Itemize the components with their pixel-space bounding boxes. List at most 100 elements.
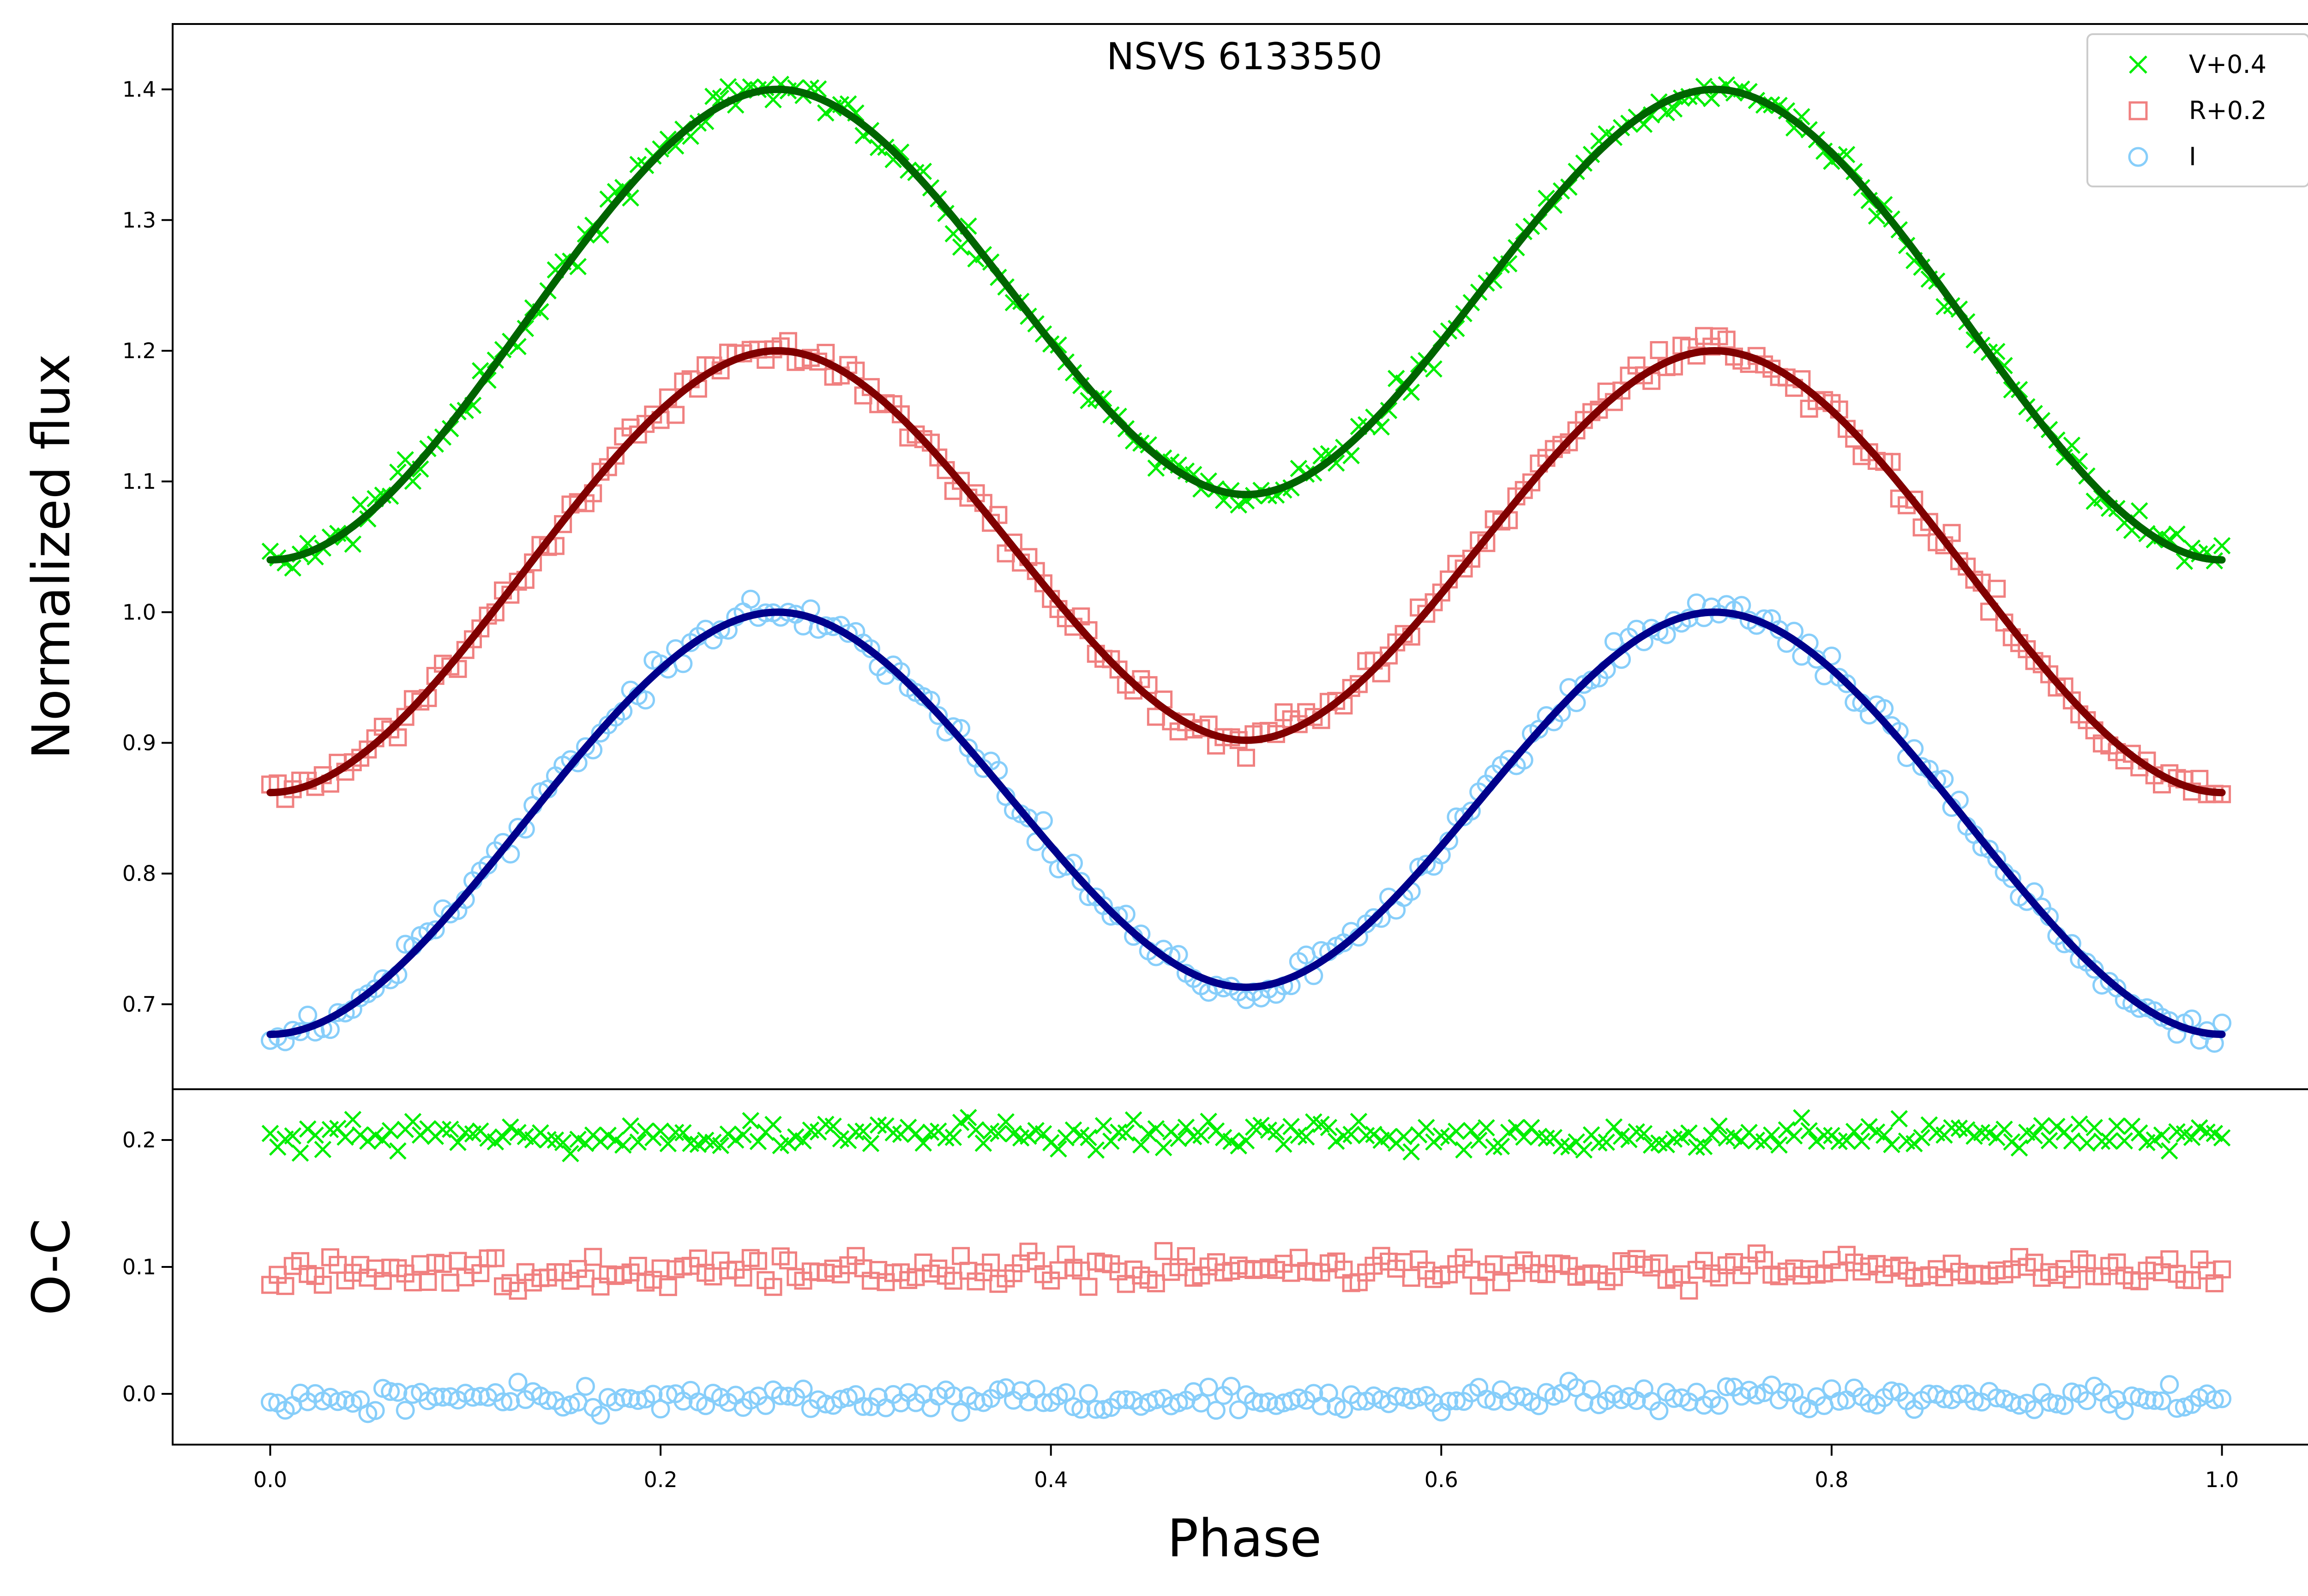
residual-point (2160, 1142, 2178, 1160)
data-point (1349, 675, 1368, 693)
residual-point (1124, 1111, 1142, 1129)
data-point (1822, 646, 1841, 666)
residual-point (1094, 1117, 1112, 1134)
residual-point (1492, 1138, 1510, 1155)
data-point (1071, 872, 1091, 891)
residual-point (1154, 1139, 1172, 1157)
residual-point (1582, 1380, 1601, 1399)
x-tick-label: 0.0 (253, 1467, 287, 1492)
residual-point (276, 1277, 295, 1295)
residual-point (944, 1272, 962, 1290)
residual-point (922, 1123, 940, 1141)
residual-point (1770, 1136, 1788, 1154)
residual-point (2116, 1132, 2133, 1150)
residual-point (2115, 1401, 2134, 1421)
data-point (952, 238, 970, 256)
residual-point (314, 1140, 332, 1158)
y-tick-label: 1.1 (122, 469, 156, 494)
residual-point (1485, 1138, 1503, 1156)
residual-point (1132, 1136, 1150, 1154)
residual-point (1147, 1274, 1165, 1293)
residual-point (2213, 1260, 2231, 1278)
data-point (1988, 580, 2006, 598)
residual-point (501, 1392, 520, 1411)
data-point (741, 589, 760, 609)
data-point (284, 559, 301, 577)
residual-point (1808, 1132, 1826, 1150)
residual-point (997, 1113, 1015, 1131)
residual-point (1995, 1120, 2013, 1138)
residual-point (659, 1135, 677, 1152)
residual-point (2145, 1391, 2164, 1410)
residual-point (426, 1387, 445, 1406)
residual-point (1965, 1391, 1984, 1410)
residual-point (1598, 1134, 1615, 1151)
data-point (396, 935, 415, 954)
residual-point (1913, 1129, 1930, 1146)
data-point (719, 78, 737, 96)
residual-point (1853, 1133, 1870, 1150)
bottom-panel-points (260, 1109, 2232, 1425)
residual-point (1147, 1120, 1165, 1138)
residual-point (539, 1131, 557, 1148)
data-point (1387, 370, 1405, 387)
residual-point (2205, 1390, 2224, 1410)
residual-point (1221, 1376, 1241, 1396)
residual-point (1439, 1392, 1459, 1411)
residual-point (2152, 1391, 2171, 1410)
data-point (2130, 502, 2148, 520)
fit-curve (266, 608, 2226, 1038)
residual-point (2213, 1129, 2231, 1147)
y-tick-label: 1.2 (122, 338, 156, 363)
residual-point (1500, 1123, 1518, 1141)
residual-point (1860, 1118, 1878, 1135)
bottom-y-axis-ticks: 0.0 0.1 0.2 (122, 1128, 173, 1406)
residual-point (1244, 1392, 1263, 1411)
residual-point (291, 1144, 309, 1162)
residual-point (508, 1373, 528, 1392)
residual-point (307, 1126, 324, 1144)
residual-point (2100, 1132, 2118, 1150)
data-point (2062, 934, 2081, 953)
residual-point (1080, 1128, 1097, 1146)
residual-point (1470, 1132, 1488, 1149)
y-tick-label: 0.2 (122, 1128, 156, 1152)
residual-point (591, 1405, 610, 1425)
residual-point (1342, 1126, 1360, 1143)
residual-point (1320, 1119, 1338, 1136)
x-tick-label: 1.0 (2205, 1467, 2239, 1492)
residual-point (756, 1396, 775, 1415)
y-tick-label: 0.8 (122, 861, 156, 886)
residual-point (321, 1121, 339, 1139)
residual-point (667, 1123, 685, 1141)
residual-point (1109, 1390, 1128, 1410)
data-point (2213, 537, 2231, 555)
residual-point (862, 1134, 880, 1152)
residual-point (2160, 1375, 2179, 1394)
residual-point (952, 1114, 970, 1131)
residual-point (1605, 1118, 1623, 1136)
residual-point (1785, 1127, 1803, 1145)
data-point (1717, 330, 1736, 349)
residual-point (749, 1133, 767, 1150)
residual-point (1079, 1278, 1098, 1296)
data-point (1237, 749, 1255, 767)
x-tick-label: 0.6 (1424, 1467, 1458, 1492)
residual-point (944, 1128, 962, 1146)
residual-point (1071, 1399, 1091, 1419)
residual-point (1747, 1386, 1766, 1405)
x-axis-ticks: 0.0 0.2 0.4 0.6 0.8 1.0 (253, 1445, 2239, 1492)
residual-point (1086, 1399, 1106, 1419)
residual-point (2078, 1134, 2096, 1152)
residual-point (1170, 1129, 1187, 1147)
residual-point (2093, 1133, 2111, 1150)
residual-point (659, 1278, 677, 1296)
y-tick-label: 1.0 (122, 600, 156, 624)
residual-point (1402, 1143, 1420, 1161)
residual-point (441, 1120, 459, 1138)
y-tick-label: 0.0 (122, 1381, 156, 1406)
data-point (1417, 854, 1436, 874)
residual-point (1297, 1128, 1315, 1146)
